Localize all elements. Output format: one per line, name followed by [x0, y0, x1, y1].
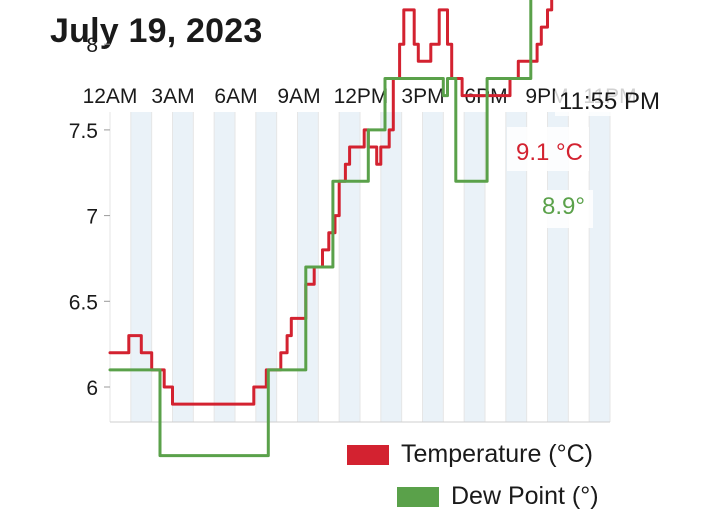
- hour-band: [130, 112, 152, 422]
- temperature-line: [108, 0, 554, 406]
- x-tick-label: 3AM: [151, 85, 194, 108]
- legend-temperature-label: Temperature (°C): [401, 440, 593, 468]
- hour-band: [422, 112, 444, 422]
- temperature-readout: 9.1 °C: [516, 139, 583, 166]
- legend-dew-point: Dew Point (°): [397, 482, 610, 511]
- dew-point-swatch: [397, 486, 439, 507]
- hour-band: [339, 112, 360, 422]
- legend-temperature: Temperature (°C): [347, 440, 610, 469]
- cursor-time-label: 11:55 PM: [559, 88, 660, 115]
- cursor-layer: 9.1 °C 8.9° 11:55 PM: [507, 82, 685, 228]
- y-tick-label: 7: [86, 206, 98, 229]
- hour-band: [464, 112, 485, 422]
- series-lines: [108, 0, 554, 458]
- x-tick-label: 3PM: [401, 85, 444, 108]
- hour-band: [172, 112, 194, 422]
- hour-bands: [130, 112, 610, 422]
- y-tick-label: 7.5: [69, 120, 98, 143]
- temperature-swatch: [347, 444, 389, 465]
- hour-band: [505, 112, 527, 422]
- dew-point-line: [108, 0, 533, 458]
- x-axis: 12AM3AM6AM9AM12PM3PM6PM9PM11PM: [83, 85, 637, 108]
- hour-band: [380, 112, 402, 422]
- page-title: July 19, 2023: [50, 12, 263, 50]
- grid-lines: [109, 112, 611, 423]
- hour-band: [255, 112, 277, 422]
- hour-band: [589, 112, 610, 422]
- legend-dew-point-label: Dew Point (°): [451, 482, 599, 510]
- hour-band: [214, 112, 235, 422]
- x-tick-label: 9AM: [277, 85, 320, 108]
- y-tick-label: 8: [86, 34, 98, 57]
- dew-readout-bg: [533, 190, 593, 228]
- y-tick-label: 6: [86, 377, 98, 400]
- temp-readout-bg: [507, 127, 589, 171]
- time-label-bg: [555, 82, 685, 116]
- y-tick-label: 6.5: [69, 291, 98, 314]
- y-axis: 66.577.588.59: [69, 34, 110, 400]
- x-tick-label: 6AM: [214, 85, 257, 108]
- x-tick-label: 12PM: [334, 85, 389, 108]
- dew-point-readout: 8.9°: [542, 193, 585, 220]
- x-tick-label: 12AM: [83, 85, 138, 108]
- hour-band: [547, 112, 569, 422]
